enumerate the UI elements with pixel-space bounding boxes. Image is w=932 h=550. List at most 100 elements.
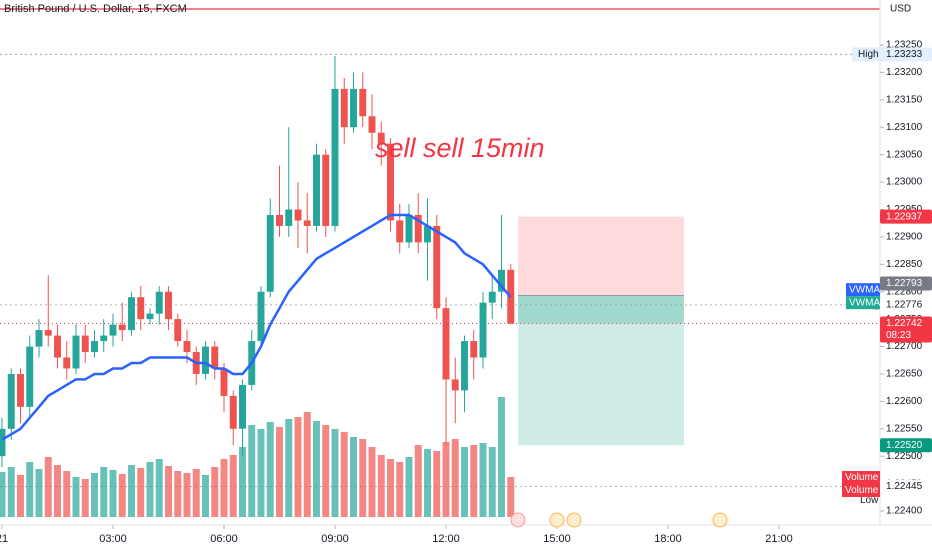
volume-label-bg (842, 471, 880, 484)
target-zone (518, 295, 684, 446)
candle-body (479, 302, 487, 358)
candle-body (405, 214, 413, 243)
stop-zone (518, 216, 684, 296)
candle-body (498, 269, 505, 292)
volume-label-bg (842, 484, 880, 497)
y-tick-label: 1.22850 (886, 259, 923, 270)
volume-bar (118, 474, 126, 517)
vwma-label: VWMA (849, 297, 880, 308)
volume-bar (377, 455, 385, 517)
y-tick-label: 1.23200 (886, 67, 923, 78)
volume-bar (220, 459, 228, 517)
y-tick-label: 1.23100 (886, 122, 923, 133)
candle-body (294, 209, 302, 221)
event-icons (510, 512, 728, 528)
volume-bar (266, 422, 274, 517)
volume-bar (146, 462, 154, 517)
open-pnl-zone (518, 295, 684, 324)
candle-body (81, 335, 89, 353)
target-tag: 1.22520 (886, 440, 923, 451)
currency-label: USD (890, 4, 911, 15)
candle-body (414, 214, 422, 243)
volume-bar (396, 462, 404, 517)
volume-bar (331, 429, 339, 517)
volume-bar (424, 449, 431, 517)
low-tag-bg (880, 479, 932, 494)
volume-bar (109, 470, 117, 517)
candle-layer (0, 55, 515, 468)
low-tag: 1.22445 (886, 481, 923, 492)
candle-body (229, 395, 237, 429)
high-tag-bg (880, 47, 932, 62)
high-name: High (858, 49, 879, 60)
volume-bar (0, 472, 6, 517)
volume-bar (433, 451, 441, 517)
volume-bar (81, 479, 89, 517)
entry-tag-bg (880, 276, 932, 291)
volume-bar (128, 465, 135, 517)
y-tick-label: 1.23250 (886, 40, 923, 51)
volume-bar (211, 467, 219, 517)
chart-title: British Pound / U.S. Dollar, 15, FXCM (4, 3, 187, 15)
candle-body (155, 291, 163, 314)
candle-body (276, 214, 283, 226)
volume-label: Volume (845, 485, 879, 496)
volume-bar (72, 477, 80, 517)
candle-body (26, 346, 34, 407)
candle-body (359, 88, 367, 117)
countdown: 08:23 (886, 330, 911, 341)
volume-bar (7, 467, 15, 517)
last-price-bg (880, 316, 932, 343)
volume-bar (405, 457, 413, 517)
candle-body (72, 335, 80, 369)
y-tick-label: 1.23050 (886, 149, 923, 160)
candle-body (387, 143, 394, 221)
candle-body (266, 214, 274, 292)
volume-bar (137, 468, 145, 517)
candle-body (17, 373, 24, 407)
candle-body (44, 330, 52, 336)
candle-body (183, 341, 191, 353)
y-tick-label: 1.22650 (886, 369, 923, 380)
volume-bar (248, 425, 256, 517)
candle-body (377, 132, 385, 144)
background-layer: 1.23250 1.23200 1.23150 1.23100 1.23050 1.230… (0, 40, 923, 545)
volume-bar (387, 459, 394, 517)
volume-bar (451, 439, 459, 517)
candle-body (91, 341, 98, 353)
high-tag: 1.23233 (886, 49, 923, 60)
candle-body (174, 319, 182, 342)
candle-body (54, 335, 61, 358)
volume-bar (183, 473, 191, 517)
volume-bar (359, 439, 367, 517)
y-tick-label: 1.22700 (886, 341, 923, 352)
volume-bar (507, 477, 515, 517)
candle-body (331, 88, 339, 226)
volume-bar (229, 455, 237, 517)
low-name: Low (860, 495, 879, 506)
event-icon (510, 512, 526, 528)
volume-bar (239, 447, 246, 517)
candle-body (322, 154, 330, 226)
stop-tag: 1.22937 (886, 211, 923, 222)
candle-body (0, 428, 6, 457)
candle-body (396, 220, 404, 243)
y-tick-label: 1.23150 (886, 94, 923, 105)
candle-body (239, 384, 246, 429)
entry-tag: 1.22793 (886, 278, 923, 289)
volume-bar (479, 443, 487, 517)
volume-bar (340, 432, 348, 517)
vwma-label-bg (846, 283, 880, 297)
target-tag-bg (880, 438, 932, 453)
candle-body (7, 373, 15, 429)
candle-body (488, 291, 496, 303)
volume-bar (470, 445, 478, 517)
candle-body (220, 368, 228, 396)
y-tick-label: 1.22400 (886, 506, 923, 517)
y-tick-label: 1.22500 (886, 451, 923, 462)
candle-body (118, 324, 126, 331)
candle-body (340, 88, 348, 128)
high-name-bg (852, 47, 880, 62)
volume-bar (303, 412, 311, 517)
